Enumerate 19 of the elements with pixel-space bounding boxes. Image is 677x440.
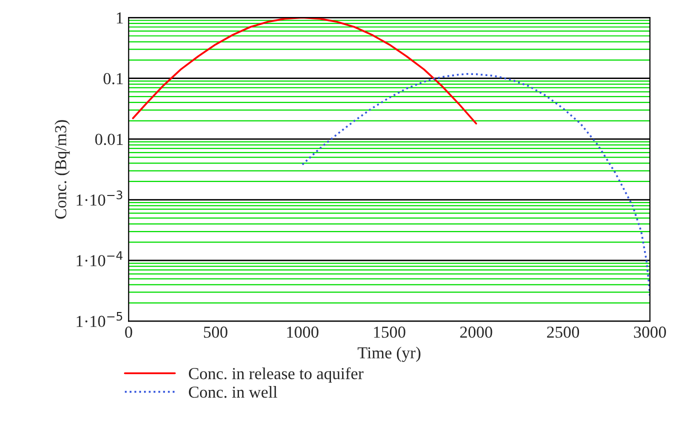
y-tick-label: 0.01 [95, 134, 123, 146]
line-series [301, 73, 650, 298]
x-tick-label: 1000 [287, 326, 318, 338]
y-tick-label: 1·10$^{−4}$ [76, 251, 123, 266]
y-tick-label: 0.1 [104, 73, 123, 84]
legend-label: Conc. in well [188, 386, 278, 398]
x-tick-label: 3000 [634, 326, 666, 338]
x-tick-label: 2000 [460, 326, 492, 338]
x-tick-label: 500 [204, 326, 228, 338]
legend-label: Conc. in release to aquifer [188, 367, 364, 383]
x-tick-label: 2500 [547, 326, 580, 338]
x-tick-label: 0 [125, 326, 132, 338]
x-tick-label: 1500 [374, 326, 406, 338]
y-tick-label: 1 [116, 12, 123, 24]
x-axis-title: Time (yr) [358, 346, 420, 362]
y-tick-label: 1·10$^{−5}$ [76, 312, 122, 328]
line-series [132, 18, 478, 124]
y-tick-label: 1·10$^{−3}$ [76, 190, 122, 206]
y-axis-title: Conc. (Bq/m3) [54, 120, 70, 219]
